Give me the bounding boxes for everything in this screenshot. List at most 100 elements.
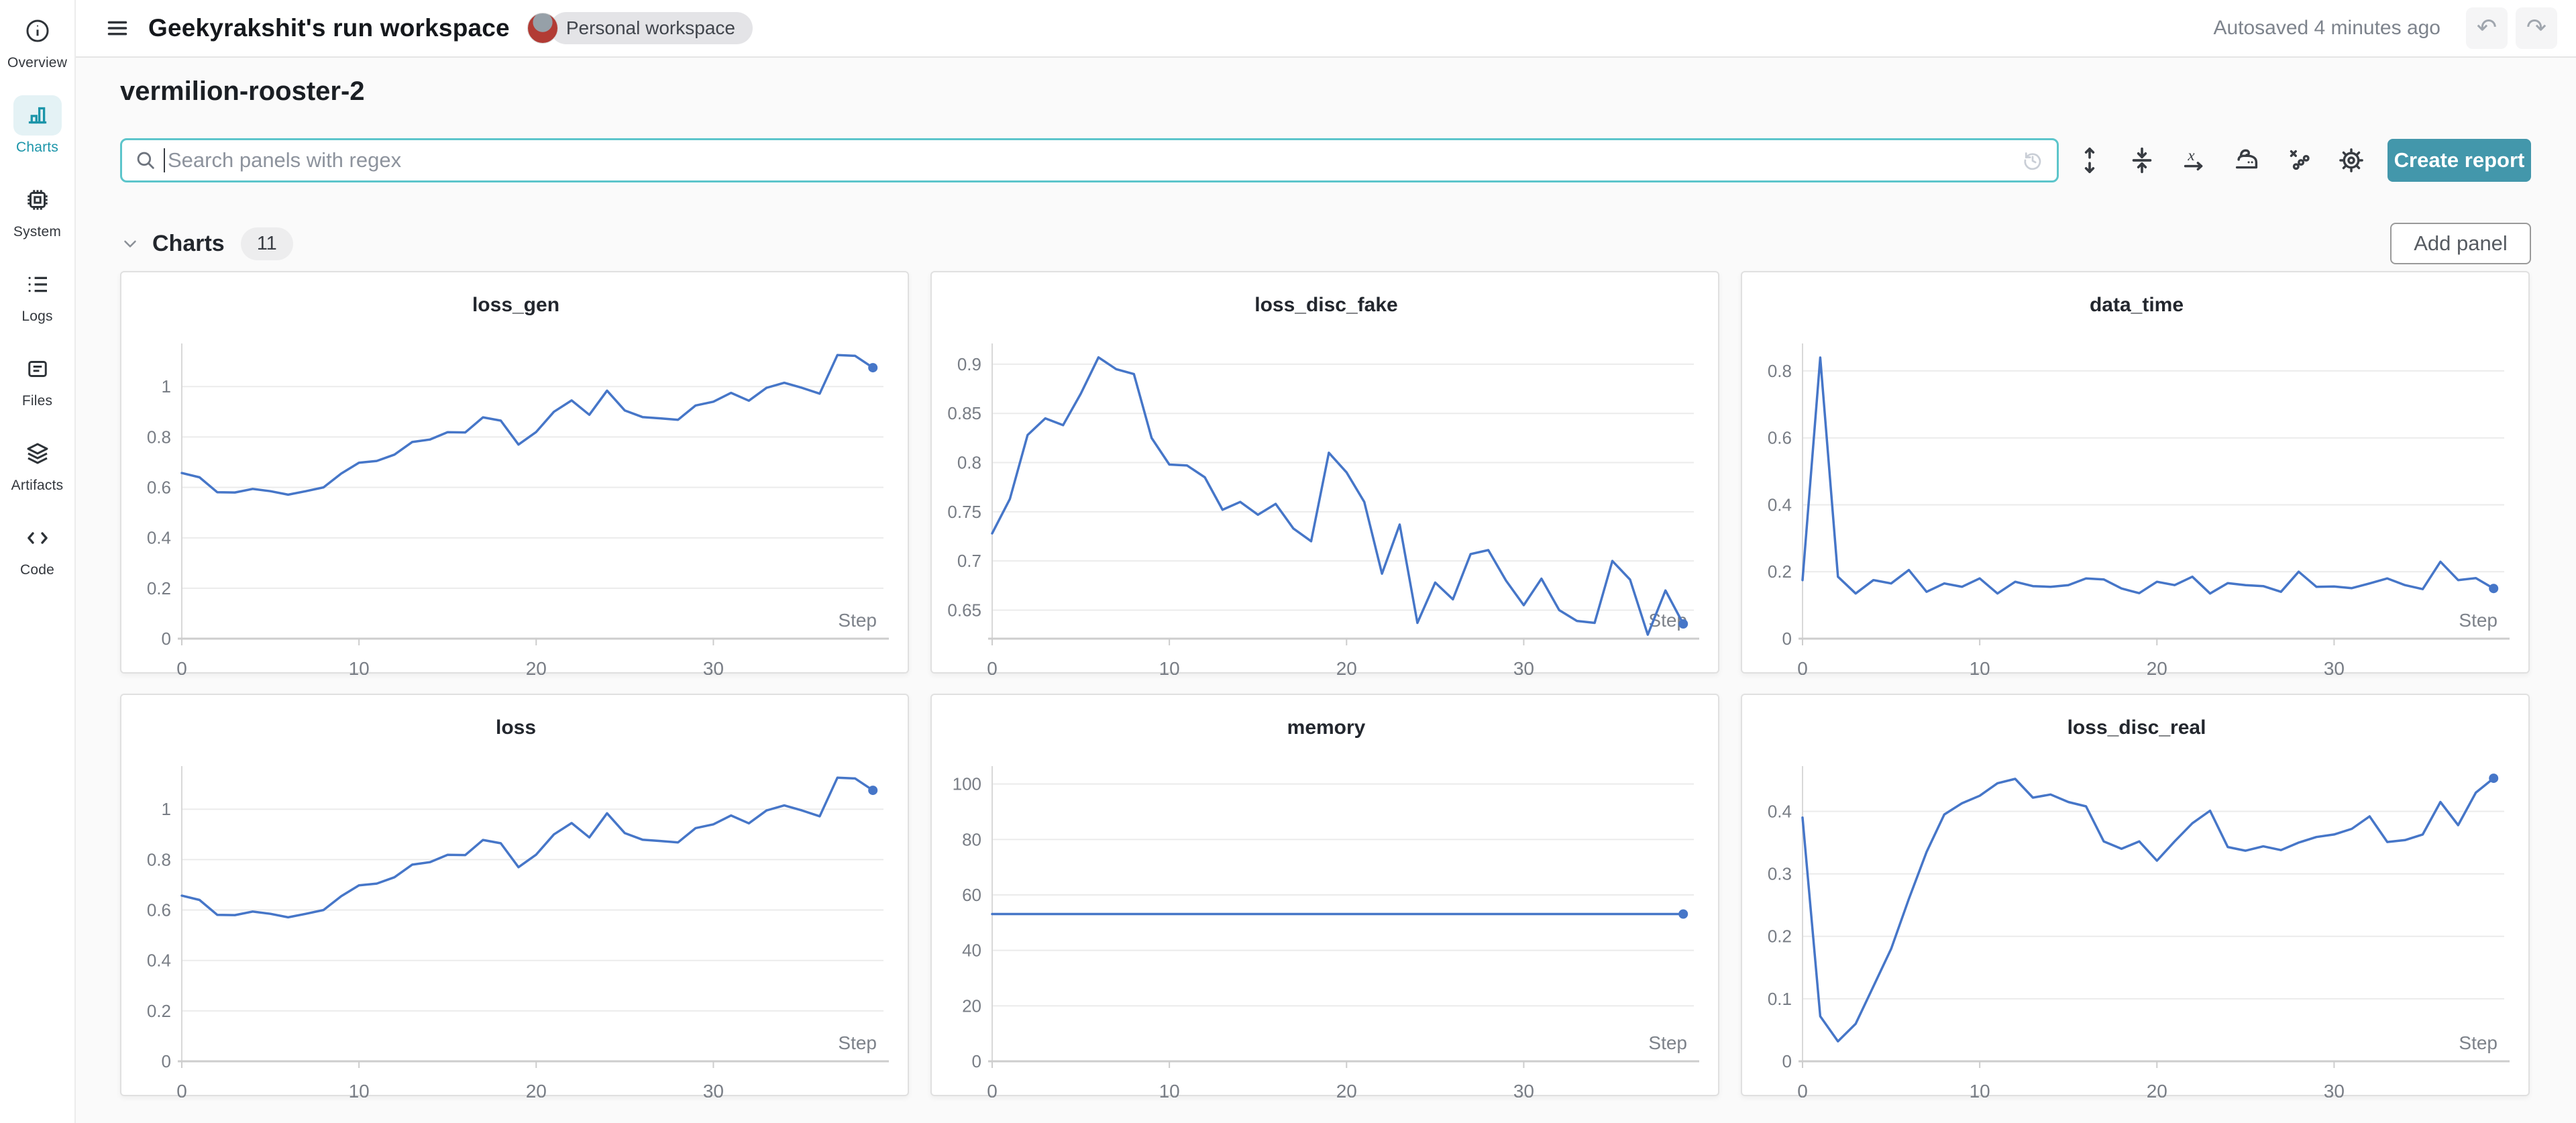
svg-text:0.85: 0.85 [947, 403, 981, 423]
svg-text:0.7: 0.7 [957, 551, 981, 571]
svg-text:0.2: 0.2 [1768, 926, 1792, 947]
undo-button[interactable]: ↶ [2466, 7, 2508, 49]
svg-text:Step: Step [838, 610, 877, 631]
workspace-badge[interactable]: Personal workspace [549, 12, 753, 44]
document-icon [13, 349, 62, 389]
top-header: Geekyrakshit's run workspace Personal wo… [76, 0, 2576, 58]
run-name-title: vermilion-rooster-2 [120, 76, 365, 106]
settings-button[interactable] [2330, 138, 2373, 182]
panel-count-badge: 11 [240, 227, 293, 260]
svg-text:loss: loss [496, 716, 536, 739]
chart-panel[interactable]: loss_gen 0 0.2 0.4 0.6 0.8 1 0 10 20 30 Step [120, 271, 909, 679]
svg-text:30: 30 [2324, 658, 2345, 675]
svg-text:0.6: 0.6 [147, 478, 171, 498]
svg-text:10: 10 [1970, 1081, 1990, 1098]
remove-outliers-button[interactable] [2277, 138, 2320, 182]
sidebar-item-label: Overview [7, 55, 68, 70]
svg-text:30: 30 [1513, 658, 1534, 675]
svg-text:20: 20 [526, 1081, 547, 1098]
svg-text:loss_disc_fake: loss_disc_fake [1254, 294, 1397, 316]
svg-text:0.9: 0.9 [957, 354, 981, 374]
page-title: Geekyrakshit's run workspace [148, 14, 510, 42]
sidebar-item-system[interactable]: System [13, 180, 62, 240]
panel-chart: loss_disc_real 0 0.1 0.2 0.3 0.4 0 10 20 30 Step [1742, 695, 2528, 1102]
menu-button[interactable] [104, 15, 131, 42]
sidebar-item-code[interactable]: Code [13, 518, 62, 578]
svg-text:1: 1 [162, 799, 171, 819]
svg-text:30: 30 [2324, 1081, 2345, 1098]
svg-text:0.2: 0.2 [1768, 562, 1792, 582]
svg-text:0.8: 0.8 [147, 849, 171, 869]
collapse-panels-icon [2132, 147, 2152, 174]
add-panel-button[interactable]: Add panel [2390, 223, 2531, 264]
avatar[interactable] [527, 13, 558, 44]
svg-text:0.8: 0.8 [957, 453, 981, 473]
panel-chart: memory 0 20 40 60 80 100 0 10 20 30 Step [932, 695, 1718, 1102]
svg-text:0.6: 0.6 [147, 900, 171, 920]
svg-text:0.8: 0.8 [1768, 361, 1792, 381]
chart-panel[interactable]: data_time 0 0.2 0.4 0.6 0.8 0 10 20 30 Step [1741, 271, 2530, 679]
svg-text:10: 10 [349, 658, 370, 675]
svg-text:0.75: 0.75 [947, 502, 981, 522]
sidebar-item-charts[interactable]: Charts [13, 95, 62, 156]
svg-text:0.4: 0.4 [147, 528, 171, 548]
svg-text:data_time: data_time [2090, 294, 2184, 316]
expand-panels-button[interactable] [2068, 138, 2111, 182]
chevron-down-icon[interactable] [120, 233, 140, 254]
create-report-button[interactable]: Create report [2387, 139, 2531, 182]
x-axis-settings-button[interactable]: x [2173, 138, 2216, 182]
redo-button[interactable]: ↷ [2516, 7, 2557, 49]
panel-chart: loss_disc_fake 0.65 0.7 0.75 0.8 0.85 0.9 0 10 20… [932, 272, 1718, 679]
svg-text:0: 0 [162, 629, 171, 649]
svg-text:Step: Step [2459, 1032, 2498, 1053]
sidebar-item-artifacts[interactable]: Artifacts [11, 433, 64, 494]
svg-text:0: 0 [987, 1081, 998, 1098]
layers-icon [13, 433, 62, 474]
cpu-icon [13, 180, 62, 220]
svg-text:0.8: 0.8 [147, 427, 171, 447]
charts-section-header: Charts 11 Add panel [120, 223, 2531, 264]
sidebar: Overview Charts System [0, 0, 76, 1123]
info-icon [13, 11, 62, 51]
bar-chart-icon [13, 95, 62, 136]
section-title: Charts [152, 230, 225, 256]
search-history-icon[interactable] [2021, 148, 2045, 172]
sidebar-item-files[interactable]: Files [13, 349, 62, 409]
sidebar-item-label: Logs [21, 309, 53, 324]
x-axis-icon: x [2184, 147, 2203, 171]
panel-chart: data_time 0 0.2 0.4 0.6 0.8 0 10 20 30 Step [1742, 272, 2528, 679]
chart-panel[interactable]: loss 0 0.2 0.4 0.6 0.8 1 0 10 20 30 Step [120, 694, 909, 1102]
svg-text:0.2: 0.2 [147, 1001, 171, 1021]
chart-panel[interactable]: loss_disc_fake 0.65 0.7 0.75 0.8 0.85 0.9 0 10 20… [930, 271, 1719, 679]
svg-text:loss_disc_real: loss_disc_real [2068, 716, 2206, 739]
sidebar-item-label: Code [19, 562, 54, 578]
search-placeholder: Search panels with regex [168, 148, 402, 172]
svg-text:0.2: 0.2 [147, 578, 171, 598]
smoothing-icon [2235, 149, 2258, 169]
svg-text:0.1: 0.1 [1768, 989, 1792, 1009]
search-icon [137, 152, 154, 169]
search-input[interactable]: Search panels with regex [120, 138, 2059, 182]
svg-text:10: 10 [1970, 658, 1990, 675]
svg-text:loss_gen: loss_gen [472, 294, 559, 316]
chart-panel[interactable]: loss_disc_real 0 0.1 0.2 0.3 0.4 0 10 20 30 Step [1741, 694, 2530, 1102]
collapse-panels-button[interactable] [2121, 138, 2163, 182]
expand-panels-icon [2084, 147, 2095, 174]
svg-text:0: 0 [972, 1051, 981, 1071]
sidebar-item-overview[interactable]: Overview [7, 11, 67, 71]
svg-text:10: 10 [1159, 658, 1180, 675]
svg-text:30: 30 [703, 1081, 724, 1098]
text-caret [164, 148, 165, 172]
panel-chart: loss_gen 0 0.2 0.4 0.6 0.8 1 0 10 20 30 Step [121, 272, 908, 679]
panel-chart: loss 0 0.2 0.4 0.6 0.8 1 0 10 20 30 Step [121, 695, 908, 1102]
chart-panel[interactable]: memory 0 20 40 60 80 100 0 10 20 30 Step [930, 694, 1719, 1102]
sidebar-item-logs[interactable]: Logs [13, 264, 62, 325]
sidebar-item-label: Artifacts [11, 478, 64, 493]
svg-text:0: 0 [1797, 658, 1808, 675]
smoothing-button[interactable] [2225, 138, 2268, 182]
svg-text:0.6: 0.6 [1768, 428, 1792, 448]
svg-text:0: 0 [162, 1051, 171, 1071]
svg-text:0: 0 [176, 1081, 187, 1098]
svg-text:Step: Step [2459, 610, 2498, 631]
